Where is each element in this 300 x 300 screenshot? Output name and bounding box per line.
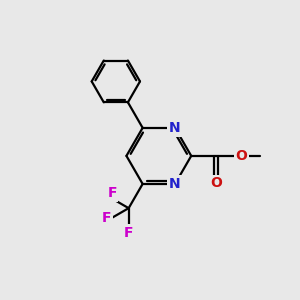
Text: O: O <box>210 176 222 190</box>
Text: F: F <box>107 186 117 200</box>
Text: F: F <box>124 226 134 240</box>
Text: N: N <box>169 121 181 135</box>
Text: N: N <box>169 177 181 191</box>
Text: O: O <box>236 149 247 163</box>
Text: F: F <box>102 211 112 225</box>
